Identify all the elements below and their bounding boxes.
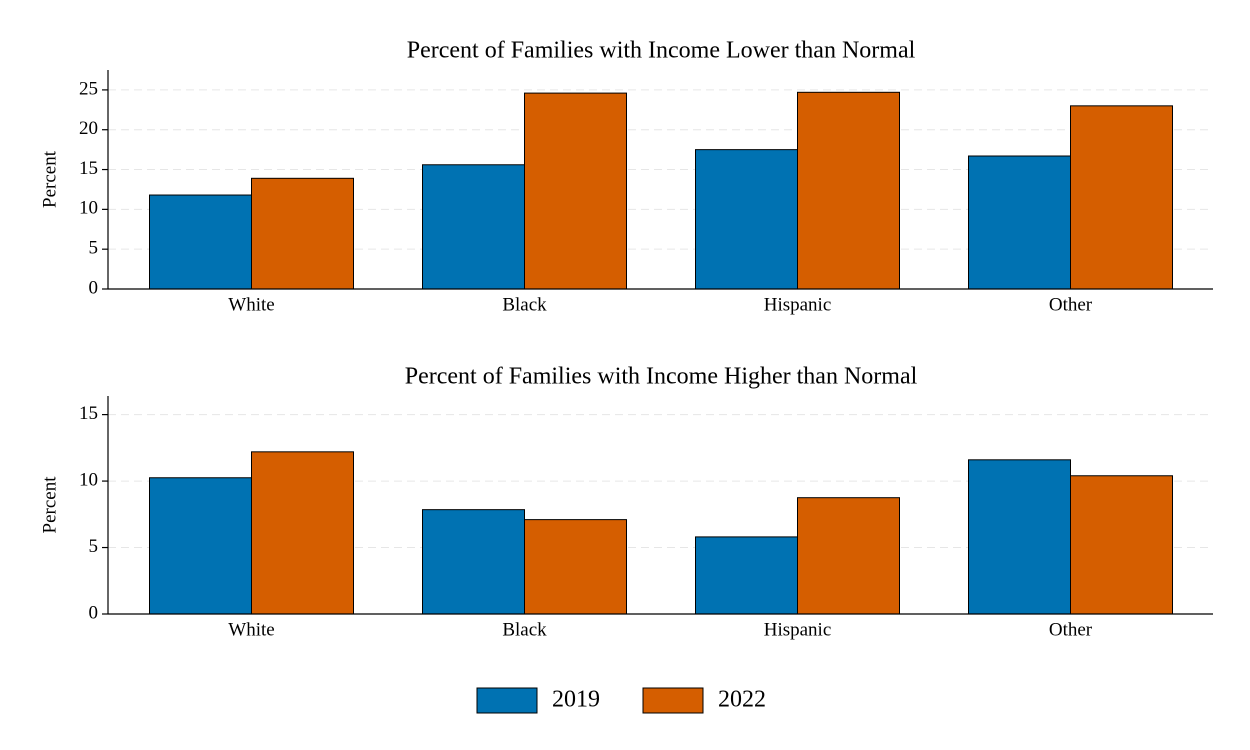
- chart-title: Percent of Families with Income Higher t…: [405, 364, 918, 390]
- y-axis-label: Percent: [39, 150, 60, 208]
- x-tick-label: Hispanic: [764, 619, 832, 640]
- bar: [695, 536, 798, 615]
- x-tick-label: Black: [502, 619, 547, 640]
- y-tick-label: 0: [89, 602, 99, 623]
- bar: [797, 497, 900, 615]
- y-tick-label: 25: [79, 78, 98, 99]
- x-tick-label: Black: [502, 294, 547, 315]
- legend-swatch: [642, 687, 704, 714]
- bar: [422, 509, 525, 615]
- legend-swatch: [476, 687, 538, 714]
- y-tick-label: 15: [79, 158, 98, 179]
- bar: [251, 451, 354, 615]
- y-tick-label: 10: [79, 469, 98, 490]
- legend-label: 2022: [718, 687, 766, 713]
- x-tick-label: Hispanic: [764, 294, 832, 315]
- bar: [968, 155, 1071, 290]
- y-tick-label: 15: [79, 403, 98, 424]
- bar: [797, 91, 900, 290]
- bar: [1070, 105, 1173, 290]
- bar: [251, 177, 354, 290]
- x-tick-label: White: [228, 294, 274, 315]
- x-tick-label: Other: [1049, 619, 1093, 640]
- bar: [149, 194, 252, 290]
- x-tick-label: White: [228, 619, 274, 640]
- bar: [968, 459, 1071, 615]
- bar: [149, 477, 252, 615]
- bar: [524, 519, 627, 615]
- y-axis-label: Percent: [39, 476, 60, 534]
- bar: [524, 92, 627, 290]
- y-tick-label: 0: [89, 277, 99, 298]
- bar: [422, 164, 525, 290]
- chart-title: Percent of Families with Income Lower th…: [407, 38, 916, 64]
- bar: [1070, 475, 1173, 615]
- y-tick-label: 5: [89, 536, 99, 557]
- y-tick-label: 10: [79, 198, 98, 219]
- y-tick-label: 5: [89, 238, 99, 259]
- bar: [695, 149, 798, 290]
- y-tick-label: 20: [79, 118, 98, 139]
- legend-label: 2019: [552, 687, 600, 713]
- x-tick-label: Other: [1049, 294, 1093, 315]
